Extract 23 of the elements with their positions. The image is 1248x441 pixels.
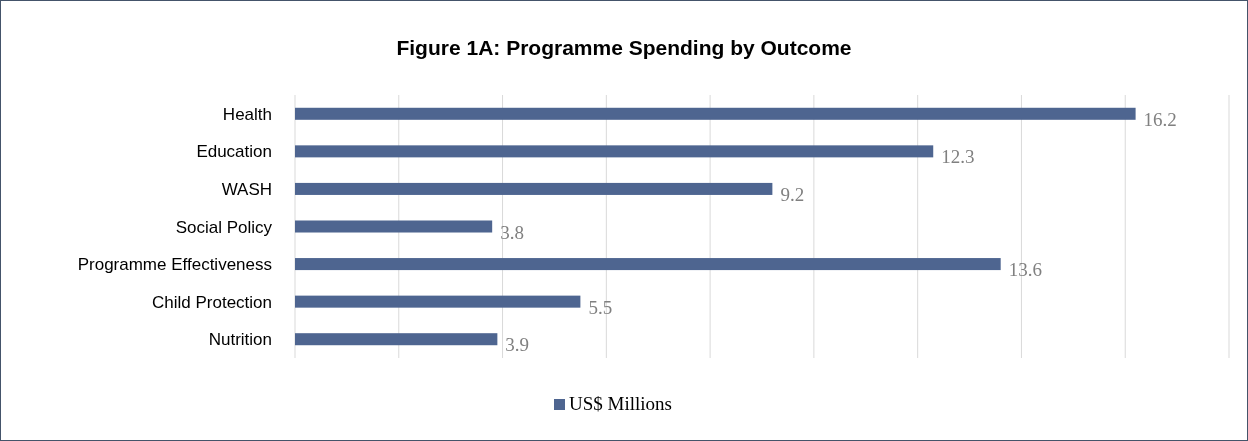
y-tick-label: Health <box>222 104 272 124</box>
y-tick-label: Child Protection <box>151 292 272 312</box>
bar <box>295 220 493 233</box>
bar <box>295 107 1136 120</box>
y-tick-label: Nutrition <box>208 330 272 350</box>
bar <box>295 145 934 158</box>
chart-title: Figure 1A: Programme Spending by Outcome <box>396 36 852 59</box>
data-label: 3.9 <box>505 334 530 356</box>
data-label: 13.6 <box>1008 259 1042 281</box>
bar <box>295 182 773 195</box>
data-label: 9.2 <box>780 183 805 205</box>
data-label: 5.5 <box>588 296 613 318</box>
bar <box>295 333 498 346</box>
y-tick-label: Programme Effectiveness <box>77 255 272 275</box>
bar <box>295 295 581 308</box>
y-tick-label: Education <box>196 142 272 162</box>
data-label: 3.8 <box>500 221 524 243</box>
data-label: 12.3 <box>941 146 975 168</box>
data-label: 16.2 <box>1143 108 1177 130</box>
y-tick-label: Social Policy <box>175 217 273 237</box>
y-tick-label: WASH <box>221 179 272 199</box>
legend-label: US$ Millions <box>569 393 672 414</box>
bar <box>295 258 1001 271</box>
